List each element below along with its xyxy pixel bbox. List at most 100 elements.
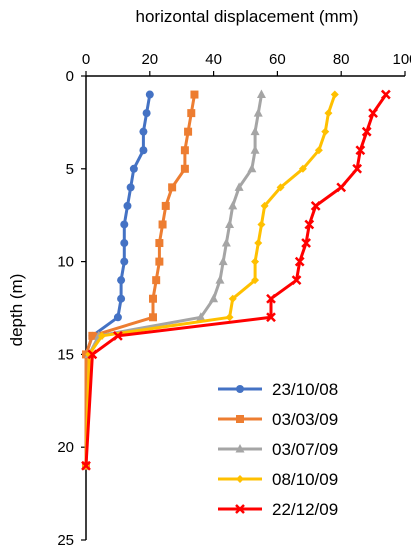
data-point <box>294 256 305 267</box>
data-point <box>117 294 126 303</box>
data-point <box>310 201 321 211</box>
data-point <box>196 312 206 321</box>
data-point <box>155 257 164 266</box>
data-point <box>161 201 170 210</box>
data-point <box>266 312 276 323</box>
data-point <box>253 108 263 117</box>
data-point <box>361 126 372 137</box>
series-line <box>84 93 388 466</box>
data-point <box>155 239 164 248</box>
y-tick-label: 0 <box>66 68 74 85</box>
data-point <box>228 294 237 303</box>
data-point <box>142 109 151 118</box>
y-tick-label: 25 <box>57 532 74 549</box>
y-tick-label: 20 <box>57 439 74 456</box>
legend-label: 03/03/09 <box>272 410 338 429</box>
series-1 <box>82 90 154 470</box>
data-point <box>120 239 129 248</box>
data-point <box>113 330 123 341</box>
x-tick-label: 100 <box>392 51 411 68</box>
data-point <box>209 293 219 303</box>
data-point <box>187 109 196 118</box>
series-line <box>84 94 152 466</box>
data-point <box>120 257 129 266</box>
series-3 <box>81 89 266 470</box>
data-point <box>352 163 363 174</box>
data-point <box>88 331 97 340</box>
x-axis-title: horizontal displacement (mm) <box>136 7 359 26</box>
y-axis-title: depth (m) <box>7 274 26 347</box>
x-tick-label: 80 <box>333 51 350 68</box>
data-point <box>158 220 167 229</box>
y-axis-ticks: 0 5 10 15 20 25 <box>57 68 86 549</box>
series-line <box>84 94 337 466</box>
data-point <box>336 182 347 193</box>
legend-item: 23/10/08 <box>218 380 338 399</box>
x-tick-label: 60 <box>269 51 286 68</box>
data-point <box>368 108 378 119</box>
data-point <box>228 200 238 210</box>
data-point <box>97 331 106 340</box>
series-5 <box>81 89 391 471</box>
legend-label: 22/12/09 <box>272 500 338 519</box>
data-point <box>139 146 148 155</box>
data-point <box>218 256 228 266</box>
series-2 <box>82 90 199 470</box>
data-point <box>190 90 199 99</box>
x-tick-label: 0 <box>82 51 90 68</box>
data-point <box>301 238 311 248</box>
data-point <box>266 293 276 304</box>
legend-label: 23/10/08 <box>272 380 338 399</box>
data-point <box>251 276 260 285</box>
y-tick-label: 5 <box>66 161 74 178</box>
data-point <box>250 126 260 136</box>
data-point <box>180 146 189 155</box>
data-point <box>148 313 157 322</box>
legend-item: 08/10/09 <box>218 470 338 489</box>
data-point <box>250 145 260 154</box>
legend-marker <box>236 475 244 483</box>
data-point <box>247 163 257 173</box>
legend-marker <box>235 444 245 453</box>
data-point <box>129 164 138 173</box>
data-point <box>276 183 285 192</box>
data-point <box>221 238 231 247</box>
data-point <box>126 183 135 192</box>
y-tick-label: 10 <box>57 254 74 271</box>
x-tick-label: 20 <box>141 51 158 68</box>
data-point <box>304 219 315 230</box>
data-point <box>260 201 269 210</box>
series-line <box>84 94 263 466</box>
data-point <box>81 460 91 471</box>
data-point <box>123 201 132 210</box>
data-point <box>254 239 263 248</box>
data-point <box>314 146 323 155</box>
legend-item: 22/12/09 <box>218 500 338 519</box>
legend-marker <box>236 415 244 423</box>
series-line <box>84 94 196 466</box>
data-point <box>380 89 391 100</box>
x-axis-ticks: 0 20 40 60 80 100 <box>82 51 411 76</box>
data-point <box>184 127 193 136</box>
legend-marker <box>235 504 245 514</box>
data-point <box>234 182 244 191</box>
legend-label: 03/07/09 <box>272 440 338 459</box>
series-4 <box>82 90 339 470</box>
data-point <box>256 89 266 99</box>
legend: 23/10/08 03/03/09 03/07/09 08/10/09 22/12/09 <box>218 380 338 519</box>
legend-item: 03/07/09 <box>218 440 338 459</box>
data-point <box>257 220 266 229</box>
data-point <box>180 164 189 173</box>
data-point <box>152 276 161 285</box>
data-point <box>113 313 122 322</box>
data-point <box>330 90 339 99</box>
data-point <box>355 145 366 156</box>
data-point <box>139 127 148 136</box>
data-point <box>145 90 154 99</box>
data-point <box>87 349 98 360</box>
x-tick-label: 40 <box>205 51 222 68</box>
data-point <box>251 257 260 266</box>
data-point <box>324 109 333 118</box>
data-point <box>321 127 330 136</box>
